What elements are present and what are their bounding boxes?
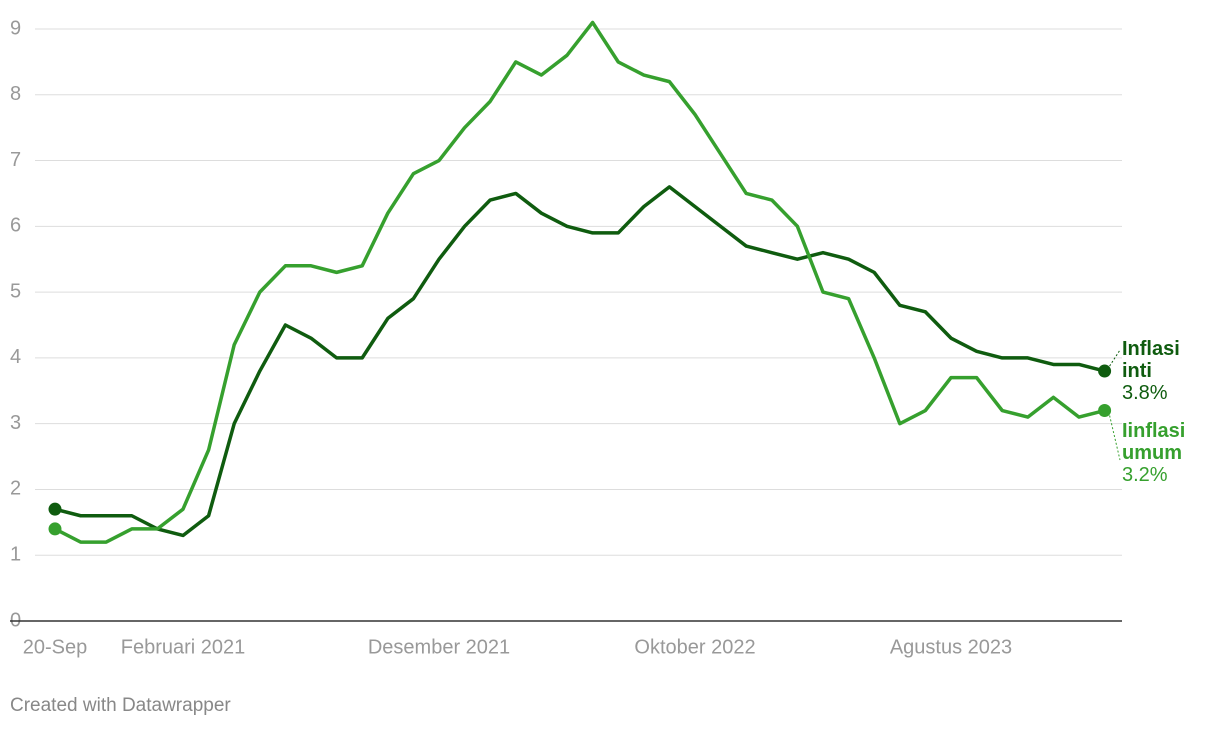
- x-tick-label: Februari 2021: [121, 636, 246, 658]
- end-dot: [48, 502, 62, 516]
- y-tick-label: 3: [10, 412, 21, 434]
- series-name: Iinflasi umum: [1122, 420, 1186, 464]
- y-tick-label: 1: [10, 544, 21, 566]
- y-tick-label: 6: [10, 215, 21, 237]
- y-tick-label: 7: [10, 149, 21, 171]
- series-name: Inflasi inti: [1122, 338, 1180, 382]
- value-label: 3.8%: [1122, 382, 1168, 404]
- series-label: Iinflasi umum 3.2%: [1122, 420, 1202, 486]
- footer: Created with Datawrapper: [10, 695, 231, 716]
- line: [54, 20, 1106, 544]
- series-label: Inflasi inti 3.8%: [1122, 338, 1202, 404]
- x-tick-label: Oktober 2022: [634, 636, 755, 658]
- line: [54, 185, 1106, 538]
- label-connector: [1109, 349, 1121, 367]
- value-label: 3.2%: [1122, 464, 1168, 486]
- end-dot: [1098, 364, 1112, 378]
- y-tick-label: 2: [10, 478, 21, 500]
- x-tick-label: 20-Sep: [23, 636, 88, 658]
- y-tick-label: 5: [10, 280, 21, 302]
- label-connector: [1109, 415, 1121, 461]
- y-tick-label: 9: [10, 17, 21, 39]
- y-tick-label: 8: [10, 83, 21, 105]
- end-dot: [1098, 404, 1112, 418]
- end-dot: [48, 522, 62, 536]
- y-tick-label: 4: [10, 346, 21, 368]
- x-tick-label: Agustus 2023: [890, 636, 1012, 658]
- x-tick-label: Desember 2021: [368, 636, 510, 658]
